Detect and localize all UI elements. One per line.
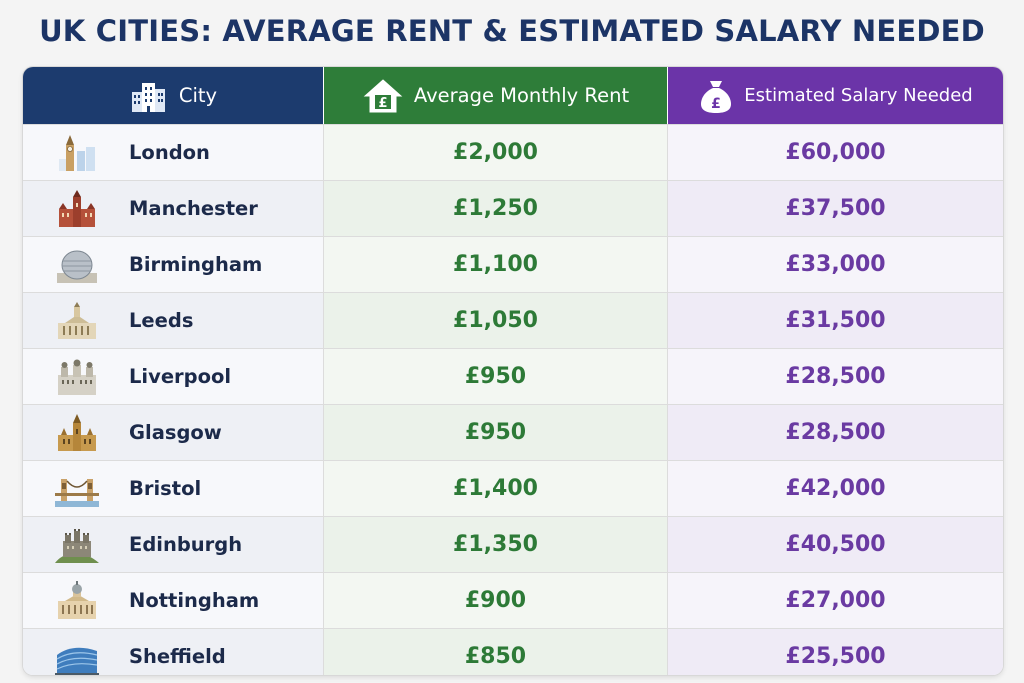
rent-value: £900 — [464, 588, 527, 613]
city-cell: Sheffield — [23, 629, 323, 675]
liver-building-icon — [53, 357, 101, 397]
civic-hall-icon — [53, 301, 101, 341]
chart-title: UK CITIES: AVERAGE RENT & ESTIMATED SALA… — [39, 14, 985, 48]
salary-cell: £25,500 — [667, 629, 1003, 675]
city-name: London — [129, 141, 210, 164]
table-row: London £2,000 £60,000 — [23, 124, 1003, 180]
city-cell: Liverpool — [23, 349, 323, 404]
city-name: Bristol — [129, 477, 202, 500]
salary-value: £28,500 — [785, 364, 886, 389]
city-cell: Nottingham — [23, 573, 323, 628]
money-bag-pound-icon: £ — [698, 77, 734, 115]
header-rent-label: Average Monthly Rent — [413, 84, 630, 107]
rent-cell: £850 — [323, 629, 667, 675]
svg-text:£: £ — [378, 96, 387, 111]
rent-value: £950 — [464, 420, 527, 445]
salary-value: £42,000 — [785, 476, 886, 501]
rent-value: £1,100 — [453, 252, 538, 277]
salary-value: £28,500 — [785, 420, 886, 445]
city-cell: Glasgow — [23, 405, 323, 460]
city-name: Leeds — [129, 309, 194, 332]
table-row: Glasgow £950 £28,500 — [23, 404, 1003, 460]
rent-cell: £900 — [323, 573, 667, 628]
salary-cell: £27,000 — [667, 573, 1003, 628]
cathedral-icon — [53, 413, 101, 453]
city-cell: London — [23, 125, 323, 180]
salary-cell: £28,500 — [667, 405, 1003, 460]
data-table: City £ Average Monthly Rent — [23, 67, 1003, 675]
rent-cell: £1,100 — [323, 237, 667, 292]
city-cell: Edinburgh — [23, 517, 323, 572]
salary-value: £25,500 — [785, 644, 886, 669]
rent-value: £950 — [464, 364, 527, 389]
city-cell: Leeds — [23, 293, 323, 348]
rent-cell: £1,050 — [323, 293, 667, 348]
house-pound-icon: £ — [362, 77, 404, 115]
rent-cell: £950 — [323, 349, 667, 404]
salary-cell: £33,000 — [667, 237, 1003, 292]
rent-cell: £2,000 — [323, 125, 667, 180]
rent-value: £1,250 — [453, 196, 538, 221]
bullring-icon — [53, 245, 101, 285]
table-row: Manchester £1,250 £37,500 — [23, 180, 1003, 236]
table-row: Edinburgh £1,350 £40,500 — [23, 516, 1003, 572]
city-cell: Birmingham — [23, 237, 323, 292]
rent-cell: £950 — [323, 405, 667, 460]
table-row: Sheffield £850 £25,500 — [23, 628, 1003, 675]
buildings-icon — [129, 78, 169, 114]
header-salary: £ Estimated Salary Needed — [667, 67, 1003, 124]
salary-value: £40,500 — [785, 532, 886, 557]
rent-value: £850 — [464, 644, 527, 669]
header-city-label: City — [178, 84, 218, 107]
table-row: Leeds £1,050 £31,500 — [23, 292, 1003, 348]
header-rent: £ Average Monthly Rent — [323, 67, 667, 124]
city-name: Manchester — [129, 197, 258, 220]
salary-cell: £28,500 — [667, 349, 1003, 404]
table-row: Nottingham £900 £27,000 — [23, 572, 1003, 628]
header-city: City — [23, 67, 323, 124]
header-salary-label: Estimated Salary Needed — [744, 85, 973, 106]
big-ben-icon — [53, 133, 101, 173]
table-row: Liverpool £950 £28,500 — [23, 348, 1003, 404]
modern-building-icon — [53, 637, 101, 676]
salary-value: £31,500 — [785, 308, 886, 333]
salary-cell: £42,000 — [667, 461, 1003, 516]
city-name: Liverpool — [129, 365, 232, 388]
city-name: Edinburgh — [129, 533, 243, 556]
city-name: Glasgow — [129, 421, 222, 444]
table-row: Birmingham £1,100 £33,000 — [23, 236, 1003, 292]
svg-text:£: £ — [711, 96, 721, 112]
city-cell: Manchester — [23, 181, 323, 236]
rent-value: £2,000 — [453, 140, 538, 165]
town-hall-icon — [53, 189, 101, 229]
rent-cell: £1,350 — [323, 517, 667, 572]
city-cell: Bristol — [23, 461, 323, 516]
table-header: City £ Average Monthly Rent — [23, 67, 1003, 124]
salary-value: £60,000 — [785, 140, 886, 165]
salary-cell: £40,500 — [667, 517, 1003, 572]
city-name: Birmingham — [129, 253, 263, 276]
city-name: Sheffield — [129, 645, 226, 668]
salary-value: £27,000 — [785, 588, 886, 613]
salary-cell: £31,500 — [667, 293, 1003, 348]
rent-cell: £1,400 — [323, 461, 667, 516]
table-row: Bristol £1,400 £42,000 — [23, 460, 1003, 516]
council-house-icon — [53, 580, 101, 621]
bridge-icon — [53, 469, 101, 509]
salary-value: £37,500 — [785, 196, 886, 221]
salary-cell: £60,000 — [667, 125, 1003, 180]
salary-value: £33,000 — [785, 252, 886, 277]
rent-value: £1,350 — [453, 532, 538, 557]
rent-value: £1,400 — [453, 476, 538, 501]
salary-cell: £37,500 — [667, 181, 1003, 236]
castle-icon — [53, 525, 101, 565]
city-name: Nottingham — [129, 589, 260, 612]
rent-value: £1,050 — [453, 308, 538, 333]
rent-cell: £1,250 — [323, 181, 667, 236]
